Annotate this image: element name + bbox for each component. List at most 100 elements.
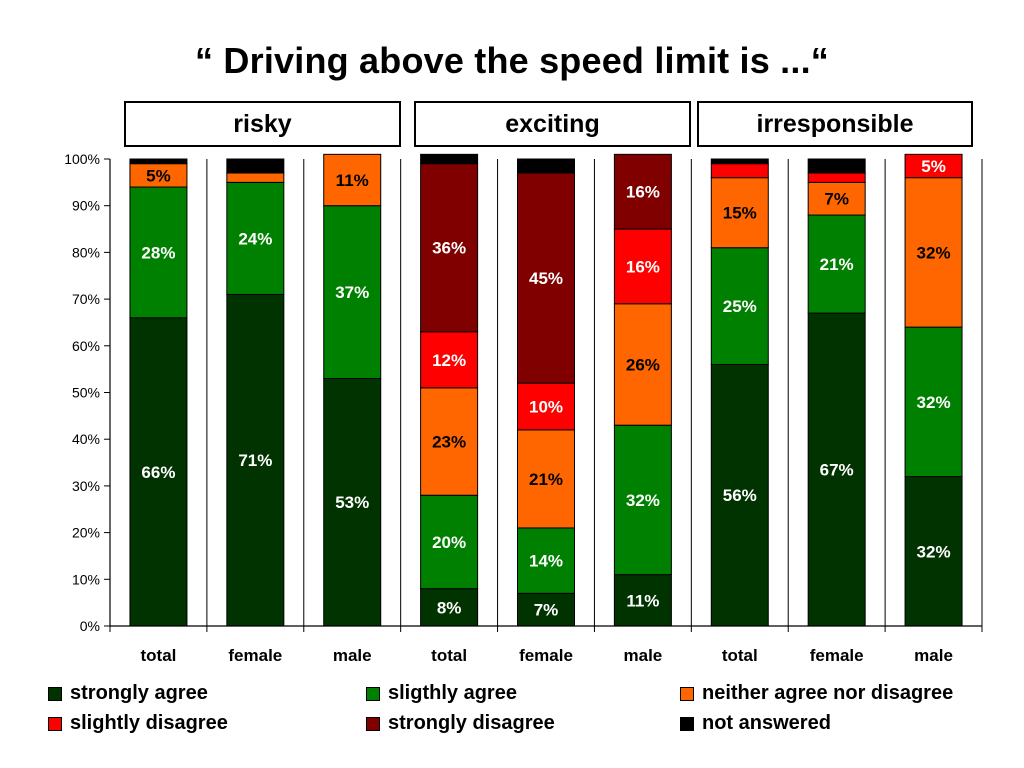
stacked-bar-chart: 0% 10% 20% 30% 40% 50% 60% 70% 80% 90% 100% 66% 28% 5…: [64, 151, 983, 665]
data-label: 16%: [626, 183, 660, 202]
legend: strongly agree sligthly agree neither ag…: [48, 682, 988, 742]
bar-segment: [226, 172, 285, 183]
legend-swatch: [366, 686, 380, 701]
data-label: 66%: [141, 463, 175, 482]
bar-segment: [904, 326, 963, 478]
bar-segment: [710, 247, 769, 365]
data-label: 24%: [238, 229, 272, 248]
bar-segment: [226, 181, 285, 295]
x-tick-label: female: [228, 646, 282, 665]
y-tick-label: 80%: [72, 244, 100, 260]
bar-segment: [613, 424, 672, 576]
bar-segment: [517, 382, 575, 431]
legend-swatch: [48, 686, 62, 701]
data-label: 67%: [820, 461, 854, 480]
legend-label: not answered: [702, 712, 831, 734]
data-label: 32%: [917, 393, 951, 412]
bar-segment: [613, 574, 672, 627]
bar-segment: [613, 228, 672, 305]
data-label: 7%: [824, 190, 849, 209]
bar-segment: [226, 293, 285, 627]
data-label: 11%: [336, 171, 369, 190]
data-label: 45%: [529, 269, 563, 288]
legend-swatch: [48, 716, 62, 731]
y-tick-label: 100%: [64, 151, 100, 167]
bar-segment: [517, 527, 575, 594]
legend-item-slightly-agree: sligthly agree: [366, 682, 517, 705]
bar-segment: [420, 163, 479, 333]
x-tick-label: female: [810, 646, 864, 665]
data-label: 14%: [529, 552, 563, 571]
y-tick-label: 30%: [72, 478, 100, 494]
bar-segment: [129, 186, 188, 319]
x-tick-label: male: [333, 646, 372, 665]
y-tick-label: 0%: [80, 618, 100, 634]
legend-swatch: [680, 686, 694, 701]
y-tick-label: 50%: [72, 385, 100, 401]
legend-item-strongly-disagree: strongly disagree: [366, 712, 555, 735]
bar-segment: [807, 181, 866, 216]
legend-label: neither agree nor disagree: [702, 682, 954, 704]
x-tick-label: total: [431, 646, 467, 665]
y-tick-label: 40%: [72, 431, 100, 447]
legend-item-slightly-disagree: slightly disagree: [48, 712, 228, 735]
data-label: 5%: [146, 166, 171, 185]
legend-label: slightly disagree: [70, 712, 228, 734]
group-label-irresponsible: irresponsible: [697, 101, 973, 147]
chart-title: “ Driving above the speed limit is ...“: [195, 40, 829, 81]
data-label: 8%: [437, 598, 462, 617]
bar-segment: [517, 592, 575, 627]
legend-label: strongly agree: [70, 682, 208, 704]
data-label: 28%: [141, 243, 175, 262]
x-tick-label: female: [519, 646, 573, 665]
legend-item-neither: neither agree nor disagree: [680, 682, 953, 705]
data-label: 5%: [921, 157, 946, 176]
data-label: 12%: [432, 351, 466, 370]
bar-segment: [807, 172, 866, 183]
data-label: 26%: [626, 355, 660, 374]
bar-segment: [904, 153, 963, 179]
data-label: 32%: [917, 243, 951, 262]
data-label: 15%: [723, 204, 757, 223]
data-label: 16%: [626, 257, 660, 276]
x-tick-label: total: [722, 646, 758, 665]
bar-segment: [710, 158, 769, 165]
bar-segment: [517, 172, 575, 384]
data-label: 7%: [534, 601, 559, 620]
y-tick-label: 90%: [72, 198, 100, 214]
data-label: 53%: [335, 493, 369, 512]
data-label: 71%: [238, 451, 272, 470]
bar-segment: [129, 317, 188, 627]
data-label: 21%: [820, 255, 854, 274]
bar-segment: [323, 153, 382, 207]
bar-segment: [420, 331, 479, 389]
bar-segment: [129, 158, 188, 165]
bar-segment: [517, 158, 575, 174]
group-label-risky: risky: [124, 101, 401, 147]
bar-segment: [710, 163, 769, 179]
bar-segment: [420, 153, 479, 165]
legend-label: sligthly agree: [388, 682, 517, 704]
data-label: 56%: [723, 486, 757, 505]
data-label: 36%: [432, 239, 466, 258]
bar-segment: [807, 158, 866, 174]
x-tick-label: total: [140, 646, 176, 665]
y-tick-label: 70%: [72, 291, 100, 307]
bar-segment: [807, 214, 866, 314]
data-label: 32%: [626, 491, 660, 510]
y-tick-label: 20%: [72, 525, 100, 541]
data-label: 10%: [529, 398, 563, 417]
data-label: 25%: [723, 297, 757, 316]
data-label: 21%: [529, 470, 563, 489]
legend-label: strongly disagree: [388, 712, 555, 734]
bar-segment: [613, 303, 672, 426]
legend-item-not-answered: not answered: [680, 712, 831, 735]
data-label: 32%: [917, 542, 951, 561]
data-label: 20%: [432, 533, 466, 552]
data-label: 11%: [626, 591, 659, 610]
legend-swatch: [366, 716, 380, 731]
data-label: 37%: [335, 283, 369, 302]
y-tick-label: 60%: [72, 338, 100, 354]
legend-item-strongly-agree: strongly agree: [48, 682, 208, 705]
bar-segment: [613, 153, 672, 230]
